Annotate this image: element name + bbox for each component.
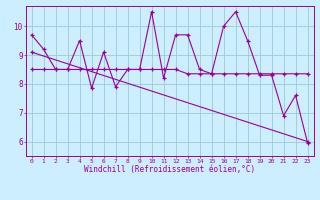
- X-axis label: Windchill (Refroidissement éolien,°C): Windchill (Refroidissement éolien,°C): [84, 165, 255, 174]
